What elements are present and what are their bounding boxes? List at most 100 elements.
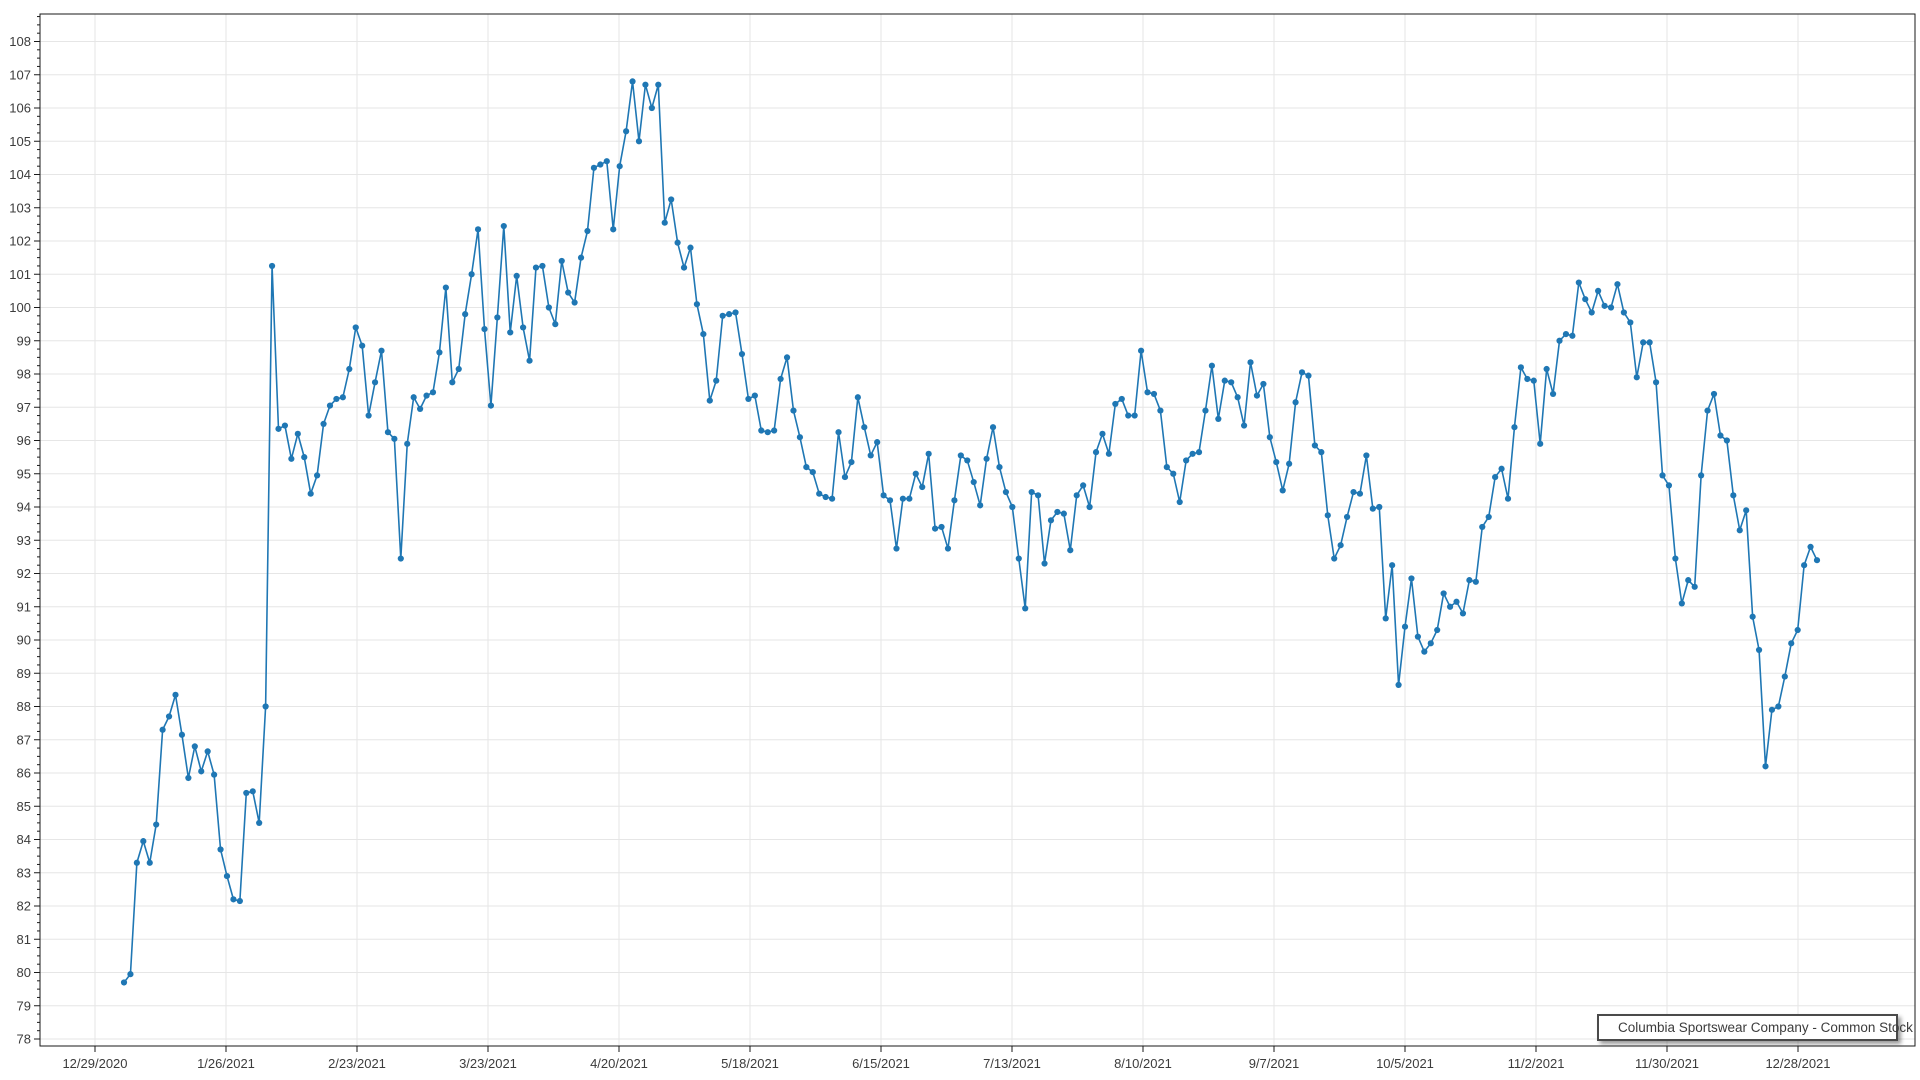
data-point-marker[interactable]	[642, 81, 649, 88]
data-point-marker[interactable]	[1183, 457, 1190, 464]
data-point-marker[interactable]	[1543, 365, 1550, 373]
data-point-marker[interactable]	[906, 495, 913, 502]
data-point-marker[interactable]	[1498, 465, 1505, 472]
data-point-marker[interactable]	[307, 490, 314, 497]
data-point-marker[interactable]	[346, 365, 353, 373]
data-point-marker[interactable]	[326, 402, 334, 409]
data-point-marker[interactable]	[1376, 503, 1383, 511]
data-point-marker[interactable]	[603, 158, 610, 165]
data-point-marker[interactable]	[1176, 498, 1183, 506]
data-point-marker[interactable]	[1556, 337, 1563, 344]
data-point-marker[interactable]	[545, 304, 552, 311]
data-point-marker[interactable]	[1504, 495, 1512, 502]
data-point-marker[interactable]	[1459, 610, 1467, 617]
data-point-marker[interactable]	[236, 897, 243, 905]
data-point-marker[interactable]	[687, 244, 694, 251]
data-point-marker[interactable]	[822, 493, 829, 501]
data-point-marker[interactable]	[230, 896, 237, 903]
data-point-marker[interactable]	[185, 774, 192, 782]
data-point-marker[interactable]	[1279, 487, 1286, 494]
data-point-marker[interactable]	[159, 726, 166, 733]
data-point-marker[interactable]	[1099, 430, 1106, 437]
data-point-marker[interactable]	[314, 472, 321, 479]
data-point-marker[interactable]	[333, 395, 340, 403]
data-point-marker[interactable]	[320, 420, 327, 427]
data-point-marker[interactable]	[1137, 347, 1145, 354]
data-point-marker[interactable]	[732, 309, 739, 316]
data-point-marker[interactable]	[1092, 449, 1100, 456]
data-point-marker[interactable]	[964, 457, 971, 464]
data-point-marker[interactable]	[1350, 488, 1357, 496]
data-point-marker[interactable]	[1421, 648, 1428, 655]
data-point-marker[interactable]	[1157, 407, 1164, 414]
data-point-marker[interactable]	[1659, 472, 1666, 479]
data-point-marker[interactable]	[191, 743, 198, 750]
data-point-marker[interactable]	[1781, 673, 1788, 680]
data-point-marker[interactable]	[1253, 392, 1261, 399]
data-point-marker[interactable]	[1144, 389, 1151, 396]
data-point-marker[interactable]	[1524, 375, 1531, 383]
data-point-marker[interactable]	[970, 478, 977, 486]
data-point-marker[interactable]	[1511, 424, 1518, 431]
data-point-marker[interactable]	[1395, 681, 1402, 688]
data-point-marker[interactable]	[1710, 390, 1718, 398]
data-point-marker[interactable]	[1730, 492, 1737, 499]
data-point-marker[interactable]	[404, 440, 411, 447]
data-point-marker[interactable]	[1485, 513, 1492, 521]
data-point-marker[interactable]	[796, 434, 804, 441]
data-point-marker[interactable]	[146, 859, 153, 866]
data-point-marker[interactable]	[198, 768, 205, 775]
data-point-marker[interactable]	[1202, 407, 1209, 414]
data-point-marker[interactable]	[262, 703, 269, 710]
data-point-marker[interactable]	[268, 262, 276, 270]
data-point-marker[interactable]	[532, 264, 540, 271]
data-point-marker[interactable]	[1749, 613, 1756, 620]
data-point-marker[interactable]	[1028, 488, 1035, 496]
data-point-marker[interactable]	[256, 819, 263, 826]
data-point-marker[interactable]	[1640, 339, 1647, 346]
data-point-marker[interactable]	[816, 490, 823, 497]
data-point-marker[interactable]	[1762, 763, 1769, 770]
data-point-marker[interactable]	[713, 377, 720, 384]
data-point-marker[interactable]	[1517, 364, 1524, 371]
data-point-marker[interactable]	[919, 483, 926, 491]
data-point-marker[interactable]	[777, 375, 784, 383]
data-point-marker[interactable]	[1015, 555, 1022, 562]
data-point-marker[interactable]	[217, 846, 224, 853]
data-point-marker[interactable]	[243, 789, 250, 797]
data-point-marker[interactable]	[1414, 633, 1421, 640]
data-point-marker[interactable]	[1073, 492, 1080, 499]
data-point-marker[interactable]	[738, 350, 746, 358]
data-point-marker[interactable]	[140, 838, 147, 845]
data-point-marker[interactable]	[1537, 440, 1544, 447]
data-point-marker[interactable]	[745, 395, 752, 403]
data-point-marker[interactable]	[172, 691, 179, 698]
data-point-marker[interactable]	[455, 365, 462, 373]
data-point-marker[interactable]	[996, 464, 1003, 471]
data-point-marker[interactable]	[848, 459, 855, 466]
data-point-marker[interactable]	[1118, 395, 1125, 403]
data-point-marker[interactable]	[178, 731, 186, 738]
data-point-marker[interactable]	[674, 239, 681, 246]
data-point-marker[interactable]	[1208, 362, 1215, 369]
data-point-marker[interactable]	[565, 289, 572, 296]
data-point-marker[interactable]	[1723, 437, 1730, 444]
data-point-marker[interactable]	[835, 429, 842, 436]
data-point-marker[interactable]	[1788, 640, 1795, 647]
data-point-marker[interactable]	[1337, 542, 1344, 549]
data-point-marker[interactable]	[983, 455, 990, 462]
data-point-marker[interactable]	[1105, 450, 1112, 457]
data-point-marker[interactable]	[1582, 296, 1589, 303]
data-point-marker[interactable]	[494, 314, 501, 321]
data-point-marker[interactable]	[165, 713, 173, 720]
data-point-marker[interactable]	[1562, 331, 1570, 338]
data-point-marker[interactable]	[249, 788, 256, 795]
data-point-marker[interactable]	[1755, 646, 1763, 654]
data-point-marker[interactable]	[526, 357, 533, 364]
data-point-marker[interactable]	[764, 429, 771, 436]
data-point-marker[interactable]	[944, 545, 952, 552]
data-point-marker[interactable]	[726, 311, 733, 318]
data-point-marker[interactable]	[1170, 470, 1177, 477]
data-point-marker[interactable]	[597, 161, 604, 168]
data-point-marker[interactable]	[1067, 547, 1074, 554]
